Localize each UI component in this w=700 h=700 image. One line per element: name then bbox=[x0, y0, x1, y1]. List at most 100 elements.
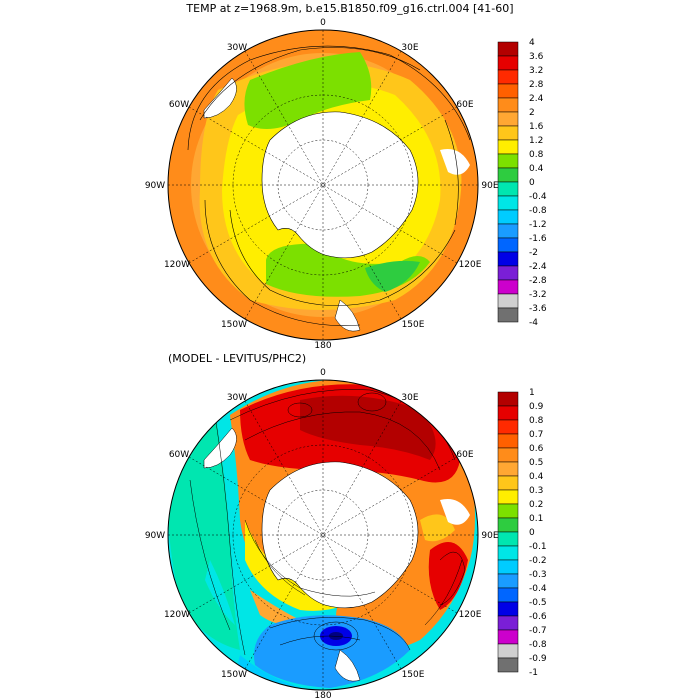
top-colorbar-label: -3.2 bbox=[529, 290, 547, 300]
bottom-lon-label: 150W bbox=[221, 670, 247, 680]
bottom-colorbar-swatch bbox=[497, 447, 519, 463]
bottom-colorbar-label: 0.2 bbox=[529, 500, 543, 510]
bottom-colorbar-label: 0.6 bbox=[529, 444, 544, 454]
top-colorbar-label: -0.4 bbox=[529, 192, 547, 202]
top-colorbar-swatch bbox=[497, 153, 519, 169]
map-title-bottom: (MODEL - LEVITUS/PHC2) bbox=[168, 352, 307, 365]
bottom-polar-map: 0 30E 60E 90E 120E 150E 180 150W 120W 90W 60W 30W bbox=[145, 368, 499, 700]
gold-east-patch bbox=[420, 514, 455, 542]
top-colorbar-label: -4 bbox=[529, 318, 538, 328]
top-colorbar-label: 1.6 bbox=[529, 122, 544, 132]
map-title-top: TEMP at z=1968.9m, b.e15.B1850.f09_g16.c… bbox=[186, 2, 514, 15]
top-colorbar-label: 2 bbox=[529, 108, 535, 118]
top-lon-label: 120W bbox=[164, 260, 190, 270]
top-lon-label: 90E bbox=[481, 181, 498, 191]
bottom-colorbar-swatch bbox=[497, 517, 519, 533]
top-lon-label: 180 bbox=[314, 341, 331, 351]
bottom-colorbar-label: -0.3 bbox=[529, 570, 547, 580]
top-colorbar-label: 3.2 bbox=[529, 66, 543, 76]
bottom-colorbar-label: 1 bbox=[529, 388, 535, 398]
top-colorbar-label: -2 bbox=[529, 248, 538, 258]
bottom-lon-label: 60W bbox=[169, 450, 189, 460]
bottom-colorbar-swatch bbox=[497, 615, 519, 631]
red-east-patch bbox=[428, 542, 468, 610]
top-colorbar-label: 2.4 bbox=[529, 94, 544, 104]
top-colorbar-swatch bbox=[497, 69, 519, 85]
bottom-colorbar-label: 0.9 bbox=[529, 402, 544, 412]
bottom-lon-label: 60E bbox=[456, 450, 473, 460]
top-colorbar-label: -1.2 bbox=[529, 220, 547, 230]
bottom-colorbar-label: -0.9 bbox=[529, 654, 547, 664]
bottom-colorbar-label: 0.8 bbox=[529, 416, 544, 426]
top-map-border bbox=[167, 29, 479, 341]
top-colorbar-swatch bbox=[497, 111, 519, 127]
bottom-lon-label: 0 bbox=[320, 368, 326, 378]
top-colorbar-swatch bbox=[497, 251, 519, 267]
bottom-colorbar-swatch bbox=[497, 587, 519, 603]
top-lon-label: 90W bbox=[145, 181, 165, 191]
top-colorbar-label: -2.4 bbox=[529, 262, 547, 272]
bottom-colorbar-label: -0.6 bbox=[529, 612, 547, 622]
top-contours bbox=[187, 45, 471, 326]
top-colorbar-label: 1.2 bbox=[529, 136, 543, 146]
bottom-lon-label: 30E bbox=[401, 393, 418, 403]
bottom-lon-label: 120W bbox=[164, 610, 190, 620]
top-colorbar-swatch bbox=[497, 195, 519, 211]
top-colorbar-swatch bbox=[497, 265, 519, 281]
top-colorbar-swatch bbox=[497, 181, 519, 197]
top-lon-label: 30W bbox=[227, 43, 247, 53]
bottom-lon-label: 120E bbox=[459, 610, 482, 620]
bottom-graticule bbox=[168, 380, 478, 690]
blue-pacific-region bbox=[254, 615, 410, 688]
bottom-colorbar-label: 0.1 bbox=[529, 514, 543, 524]
top-colorbar-swatch bbox=[497, 209, 519, 225]
top-lon-label: 60W bbox=[169, 100, 189, 110]
top-colorbar-swatch bbox=[497, 293, 519, 309]
new-zealand-land-bottom bbox=[334, 649, 361, 682]
top-colorbar-swatch bbox=[497, 237, 519, 253]
bottom-lon-label: 150E bbox=[402, 670, 425, 680]
top-colorbar-label: 0 bbox=[529, 178, 535, 188]
dark-red-core bbox=[300, 395, 436, 460]
top-colorbar-label: -1.6 bbox=[529, 234, 547, 244]
top-graticule bbox=[168, 30, 478, 340]
bottom-colorbar-label: 0.3 bbox=[529, 486, 543, 496]
top-lon-label: 60E bbox=[456, 100, 473, 110]
top-colorbar-label: 0.4 bbox=[529, 164, 544, 174]
south-america-tip bbox=[203, 77, 237, 119]
bottom-colorbar-label: -0.1 bbox=[529, 542, 547, 552]
bottom-colorbar-label: -0.8 bbox=[529, 640, 547, 650]
bottom-lon-label: 180 bbox=[314, 691, 331, 700]
bottom-colorbar-swatch bbox=[497, 489, 519, 505]
bottom-colorbar-swatch bbox=[497, 503, 519, 519]
bottom-colorbar-swatch bbox=[497, 461, 519, 477]
bottom-colorbar-label: 0.4 bbox=[529, 472, 544, 482]
top-colorbar-swatch bbox=[497, 279, 519, 295]
bottom-colorbar-swatch bbox=[497, 559, 519, 575]
bottom-colorbar-swatch bbox=[497, 419, 519, 435]
top-colorbar-swatch bbox=[497, 139, 519, 155]
bottom-colorbar-swatch bbox=[497, 531, 519, 547]
bottom-longitude-labels: 0 30E 60E 90E 120E 150E 180 150W 120W 90W 60W 30W bbox=[145, 368, 499, 700]
bottom-lon-label: 90E bbox=[481, 531, 498, 541]
bottom-colorbar-label: -0.4 bbox=[529, 584, 547, 594]
top-lon-label: 30E bbox=[401, 43, 418, 53]
bottom-colorbar-swatch bbox=[497, 643, 519, 659]
darker-green-patch bbox=[365, 260, 420, 292]
top-lon-label: 120E bbox=[459, 260, 482, 270]
top-colorbar-swatch bbox=[497, 83, 519, 99]
top-colorbar-swatch bbox=[497, 307, 519, 323]
bottom-colorbar-swatch bbox=[497, 545, 519, 561]
bottom-colorbar-swatch bbox=[497, 433, 519, 449]
orange-pacific-patch bbox=[250, 590, 300, 624]
south-america-tip-bottom bbox=[203, 427, 237, 469]
bottom-colorbar-swatch bbox=[497, 657, 519, 673]
bottom-colorbar-label: 0.5 bbox=[529, 458, 543, 468]
bottom-colorbar-swatch bbox=[497, 405, 519, 421]
kerguelen-mask bbox=[440, 149, 470, 175]
kerguelen-mask-bottom bbox=[440, 499, 470, 525]
top-colorbar-label: -2.8 bbox=[529, 276, 547, 286]
top-colorbar-label: -0.8 bbox=[529, 206, 547, 216]
top-colorbar-label: 0.8 bbox=[529, 150, 544, 160]
